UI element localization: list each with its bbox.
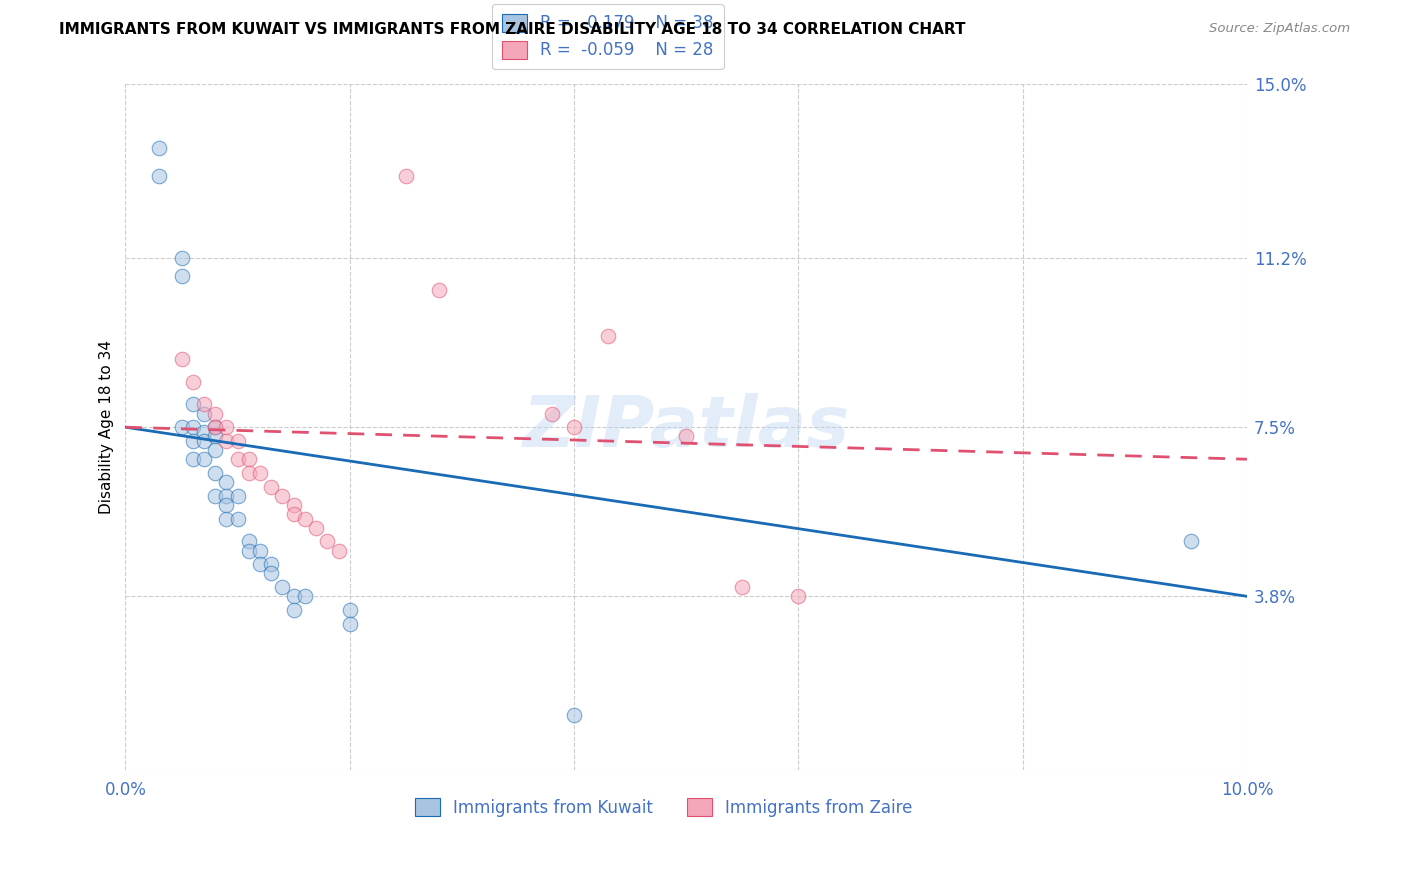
Point bbox=[181, 452, 204, 467]
Point bbox=[294, 511, 316, 525]
Point bbox=[260, 558, 283, 572]
Point bbox=[226, 489, 249, 503]
Point bbox=[181, 434, 204, 448]
Point bbox=[328, 543, 350, 558]
Point bbox=[271, 580, 294, 594]
Legend: Immigrants from Kuwait, Immigrants from Zaire: Immigrants from Kuwait, Immigrants from … bbox=[409, 791, 920, 823]
Point bbox=[204, 429, 226, 443]
Point bbox=[170, 351, 193, 366]
Point bbox=[215, 489, 238, 503]
Point bbox=[193, 407, 215, 421]
Point bbox=[204, 420, 226, 434]
Point bbox=[148, 141, 170, 155]
Point bbox=[294, 590, 316, 604]
Point bbox=[148, 169, 170, 183]
Point bbox=[215, 434, 238, 448]
Text: ZIPatlas: ZIPatlas bbox=[523, 392, 849, 462]
Point bbox=[238, 534, 260, 549]
Point bbox=[226, 434, 249, 448]
Point bbox=[260, 566, 283, 581]
Y-axis label: Disability Age 18 to 34: Disability Age 18 to 34 bbox=[100, 340, 114, 514]
Point bbox=[238, 543, 260, 558]
Point bbox=[238, 466, 260, 480]
Point bbox=[238, 452, 260, 467]
Point bbox=[249, 558, 271, 572]
Point bbox=[204, 407, 226, 421]
Text: Source: ZipAtlas.com: Source: ZipAtlas.com bbox=[1209, 22, 1350, 36]
Point bbox=[787, 590, 810, 604]
Point bbox=[193, 425, 215, 439]
Point bbox=[215, 420, 238, 434]
Point bbox=[226, 511, 249, 525]
Point bbox=[675, 429, 697, 443]
Point bbox=[339, 603, 361, 617]
Point bbox=[181, 375, 204, 389]
Point bbox=[1180, 534, 1202, 549]
Point bbox=[283, 498, 305, 512]
Point bbox=[249, 466, 271, 480]
Point bbox=[562, 420, 585, 434]
Point bbox=[181, 420, 204, 434]
Point bbox=[215, 498, 238, 512]
Point bbox=[305, 521, 328, 535]
Point bbox=[249, 543, 271, 558]
Point bbox=[170, 420, 193, 434]
Point bbox=[316, 534, 339, 549]
Point bbox=[395, 169, 418, 183]
Text: IMMIGRANTS FROM KUWAIT VS IMMIGRANTS FROM ZAIRE DISABILITY AGE 18 TO 34 CORRELAT: IMMIGRANTS FROM KUWAIT VS IMMIGRANTS FRO… bbox=[59, 22, 966, 37]
Point bbox=[731, 580, 754, 594]
Point bbox=[429, 283, 451, 297]
Point bbox=[260, 480, 283, 494]
Point bbox=[271, 489, 294, 503]
Point bbox=[562, 708, 585, 723]
Point bbox=[215, 511, 238, 525]
Point bbox=[283, 603, 305, 617]
Point bbox=[204, 443, 226, 458]
Point bbox=[540, 407, 562, 421]
Point bbox=[226, 452, 249, 467]
Point bbox=[215, 475, 238, 489]
Point bbox=[193, 452, 215, 467]
Point bbox=[170, 269, 193, 284]
Point bbox=[283, 590, 305, 604]
Point bbox=[170, 251, 193, 265]
Point bbox=[283, 507, 305, 521]
Point bbox=[339, 616, 361, 631]
Point bbox=[204, 489, 226, 503]
Point bbox=[181, 397, 204, 411]
Point bbox=[204, 466, 226, 480]
Point bbox=[596, 328, 619, 343]
Point bbox=[193, 397, 215, 411]
Point bbox=[204, 420, 226, 434]
Point bbox=[193, 434, 215, 448]
